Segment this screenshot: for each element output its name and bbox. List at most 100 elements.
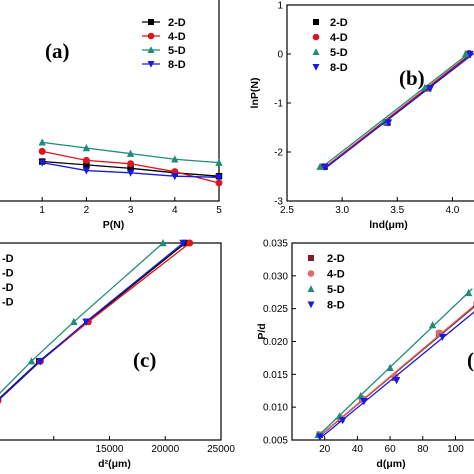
fit-line [319, 311, 474, 440]
data-point [386, 363, 394, 371]
data-point [320, 163, 329, 171]
x-axis-label: lnd(μm) [369, 219, 408, 231]
x-axis-label: d²(μm) [98, 458, 131, 470]
legend-label: 8-D [168, 59, 186, 71]
legend-marker [312, 33, 320, 41]
x-tick-label: 4.0 [445, 205, 459, 216]
legend-marker [307, 270, 315, 277]
data-point [38, 138, 46, 146]
data-point [466, 50, 474, 58]
x-tick-label: 1 [39, 205, 45, 216]
data-point [182, 239, 189, 247]
legend-label: 5-D [330, 47, 348, 59]
data-point [126, 169, 135, 177]
x-tick-label: 20 [319, 444, 331, 455]
y-tick-label: 0.005 [263, 436, 288, 447]
plot-frame [0, 0, 220, 202]
fit-line [319, 304, 474, 437]
plot-frame [291, 242, 474, 441]
series-8-D [320, 50, 474, 171]
legend-label: 2-D [330, 17, 348, 29]
series-line [0, 242, 184, 400]
panel-label: ( [467, 348, 474, 372]
fit-line [322, 51, 474, 170]
y-axis-label: lnP(N) [249, 78, 261, 109]
series-line [0, 242, 164, 394]
x-axis-label: P(N) [103, 219, 125, 231]
legend-label: -D [2, 268, 14, 280]
legend-label: -D [2, 282, 14, 294]
plot-frame [0, 242, 222, 441]
y-axis-label: P/d [256, 323, 268, 339]
data-point [159, 239, 167, 247]
legend-marker [147, 32, 155, 40]
x-tick-label: 15000 [96, 444, 124, 455]
data-point [127, 165, 134, 172]
data-point [384, 119, 393, 127]
panel-b: 2.5 3.0 3.5 4.0 -3 -2 -1 0 1 lnd(μm) lnP(N) 2-D 4-D 5… [249, 1, 474, 231]
y-tick-label: 0.015 [263, 370, 288, 381]
fit-line [319, 52, 470, 170]
data-point [126, 149, 135, 157]
panel-a: 1 2 3 4 5 P(N) 2-D 4-D 5-D 8-D (a) [0, 0, 223, 231]
x-axis-label: d(μm) [376, 458, 405, 470]
legend-label: 4-D [168, 31, 186, 43]
data-point [171, 172, 179, 181]
series-8-D [0, 239, 187, 401]
data-point [38, 159, 46, 167]
legend-label: 4-D [330, 32, 348, 44]
x-tick-label: 100 [447, 444, 464, 455]
fit-line [324, 52, 474, 170]
x-tick-label: 3.0 [335, 205, 349, 216]
y-tick-label: -2 [274, 148, 283, 159]
data-point [38, 147, 46, 155]
x-tick-label: 40 [352, 444, 364, 455]
data-point [82, 143, 91, 152]
legend-marker [147, 61, 155, 68]
y-tick-label: -1 [274, 99, 283, 110]
x-tick-label: 20000 [151, 444, 179, 455]
data-point [215, 179, 223, 187]
x-tick-label: 80 [417, 444, 429, 455]
data-point [0, 397, 2, 401]
legend-marker [312, 64, 320, 71]
y-tick-label: 0.030 [263, 271, 288, 282]
panel-d: 20 40 60 80 100 0.005 0.010 0.015 0.020 0.025 0.03… [256, 239, 474, 470]
series-4-D [38, 147, 223, 187]
data-point [461, 50, 470, 58]
legend-label: 5-D [168, 45, 186, 57]
y-tick-label: 1 [277, 1, 283, 12]
legend-label: 8-D [330, 62, 348, 74]
y-tick-label: 0.025 [263, 304, 288, 315]
legend-label: 2-D [327, 253, 345, 265]
y-tick-label: -3 [274, 197, 283, 208]
data-point [127, 160, 135, 168]
x-tick-label: 3 [128, 205, 134, 216]
data-point [82, 318, 90, 326]
data-point [83, 161, 90, 169]
x-tick-label: 25000 [207, 444, 235, 455]
series-4-D [0, 239, 194, 404]
data-point [179, 239, 187, 247]
data-point [360, 398, 368, 406]
y-tick-label: 0.035 [263, 239, 288, 250]
series-line [0, 242, 191, 400]
data-point [464, 288, 473, 297]
series-5-D [316, 50, 470, 170]
data-point [82, 167, 91, 175]
data-point [316, 433, 324, 441]
data-point [27, 357, 36, 365]
x-tick-label: 2 [84, 205, 90, 216]
legend-label: 5-D [327, 284, 345, 296]
data-point [171, 155, 179, 163]
fit-line [317, 288, 473, 437]
data-point [70, 317, 78, 325]
x-tick-label: 3.5 [390, 205, 404, 216]
data-point [82, 156, 90, 164]
data-point [356, 392, 365, 400]
legend-label: 2-D [168, 17, 186, 29]
legend-marker [307, 301, 315, 309]
x-tick-label: 4 [172, 205, 178, 216]
data-point [392, 377, 401, 385]
